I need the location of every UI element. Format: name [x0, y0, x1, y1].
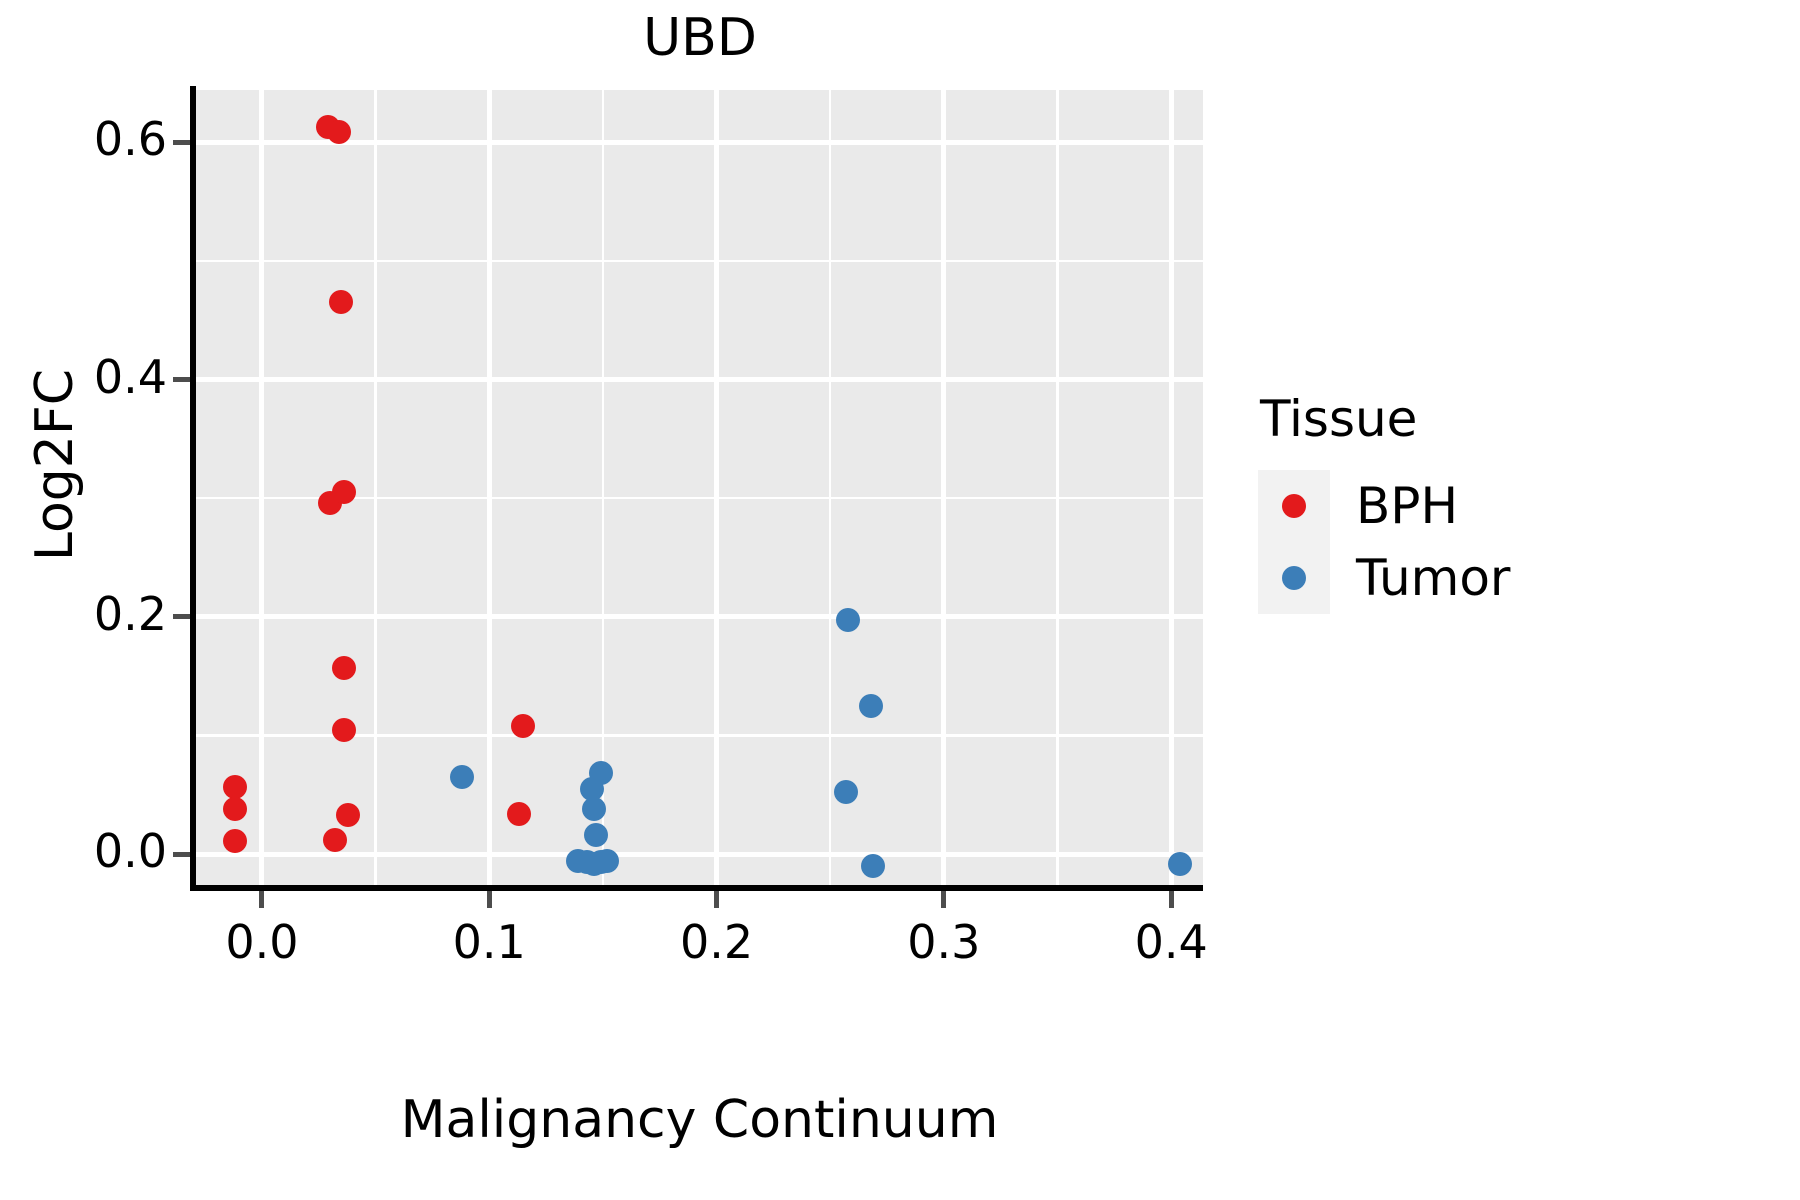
y-tick-label: 0.4 [93, 349, 167, 404]
grid-line-vertical-minor [601, 90, 605, 885]
x-tick-mark [714, 891, 720, 908]
y-axis-title: Log2FC [25, 368, 85, 562]
x-tick-label: 0.1 [452, 915, 526, 969]
grid-line-vertical-major [259, 90, 265, 885]
x-tick-mark [941, 891, 947, 908]
x-tick-mark [1168, 891, 1174, 908]
y-axis-spine [190, 86, 196, 889]
grid-line-vertical-major [1168, 90, 1174, 885]
data-point-bph [331, 717, 356, 742]
data-point-bph [506, 801, 531, 826]
data-point-bph [331, 655, 356, 680]
data-point-tumor [581, 797, 606, 822]
grid-line-horizontal-major [196, 139, 1203, 145]
data-point-bph [327, 119, 352, 144]
grid-line-horizontal-minor [196, 496, 1203, 500]
data-point-bph [336, 802, 361, 827]
legend-item-bph[interactable]: BPH [1258, 470, 1511, 542]
x-tick-label: 0.0 [225, 915, 299, 969]
data-point-tumor [836, 608, 861, 633]
grid-line-vertical-minor [374, 90, 377, 885]
x-axis-spine [190, 885, 1203, 891]
plot-panel [196, 90, 1203, 885]
grid-line-horizontal-minor [196, 259, 1203, 263]
data-point-tumor [595, 849, 620, 874]
x-tick-label: 0.3 [907, 915, 981, 969]
y-tick-label: 0.6 [93, 112, 167, 167]
grid-line-horizontal-major [196, 851, 1203, 857]
y-tick-mark [173, 139, 190, 145]
data-point-tumor [1168, 851, 1193, 876]
grid-line-horizontal-major [196, 614, 1203, 620]
x-tick-mark [259, 891, 265, 908]
legend: Tissue BPH Tumor [1258, 390, 1511, 614]
data-point-tumor [861, 854, 886, 878]
data-point-tumor [834, 780, 859, 805]
legend-dot-icon [1282, 566, 1306, 590]
legend-entries: BPH Tumor [1258, 470, 1511, 614]
grid-line-vertical-major [714, 90, 720, 885]
legend-item-tumor[interactable]: Tumor [1258, 542, 1511, 614]
legend-dot-icon [1282, 494, 1306, 518]
y-tick-label: 0.2 [93, 586, 167, 641]
grid-line-horizontal-minor [196, 734, 1203, 737]
chart-title: UBD [643, 8, 757, 68]
data-point-bph [222, 774, 247, 799]
y-tick-label: 0.0 [93, 824, 167, 879]
legend-item-label: Tumor [1356, 549, 1511, 607]
x-tick-mark [486, 891, 492, 908]
x-tick-label: 0.2 [679, 915, 754, 969]
legend-title: Tissue [1260, 390, 1418, 448]
legend-key-swatch [1258, 470, 1330, 542]
legend-item-label: BPH [1356, 477, 1459, 535]
data-point-bph [511, 714, 536, 738]
y-tick-mark [173, 377, 190, 383]
grid-line-vertical-major [941, 90, 947, 885]
x-tick-label: 0.4 [1134, 915, 1208, 969]
legend-key-swatch [1258, 542, 1330, 614]
grid-line-vertical-minor [828, 90, 832, 885]
data-point-bph [222, 797, 247, 822]
grid-line-horizontal-major [196, 377, 1203, 383]
data-point-tumor [859, 693, 884, 718]
x-axis-title: Malignancy Continuum [400, 1090, 999, 1150]
data-point-tumor [449, 765, 474, 790]
data-point-bph [222, 829, 247, 854]
grid-line-vertical-minor [1056, 90, 1059, 885]
data-point-bph [329, 290, 354, 315]
y-tick-mark [173, 614, 190, 620]
y-tick-mark [173, 851, 190, 857]
grid-line-vertical-major [486, 90, 492, 885]
data-point-bph [322, 827, 347, 852]
data-point-bph [331, 480, 356, 505]
data-point-tumor [584, 823, 609, 848]
data-point-tumor [588, 761, 613, 786]
